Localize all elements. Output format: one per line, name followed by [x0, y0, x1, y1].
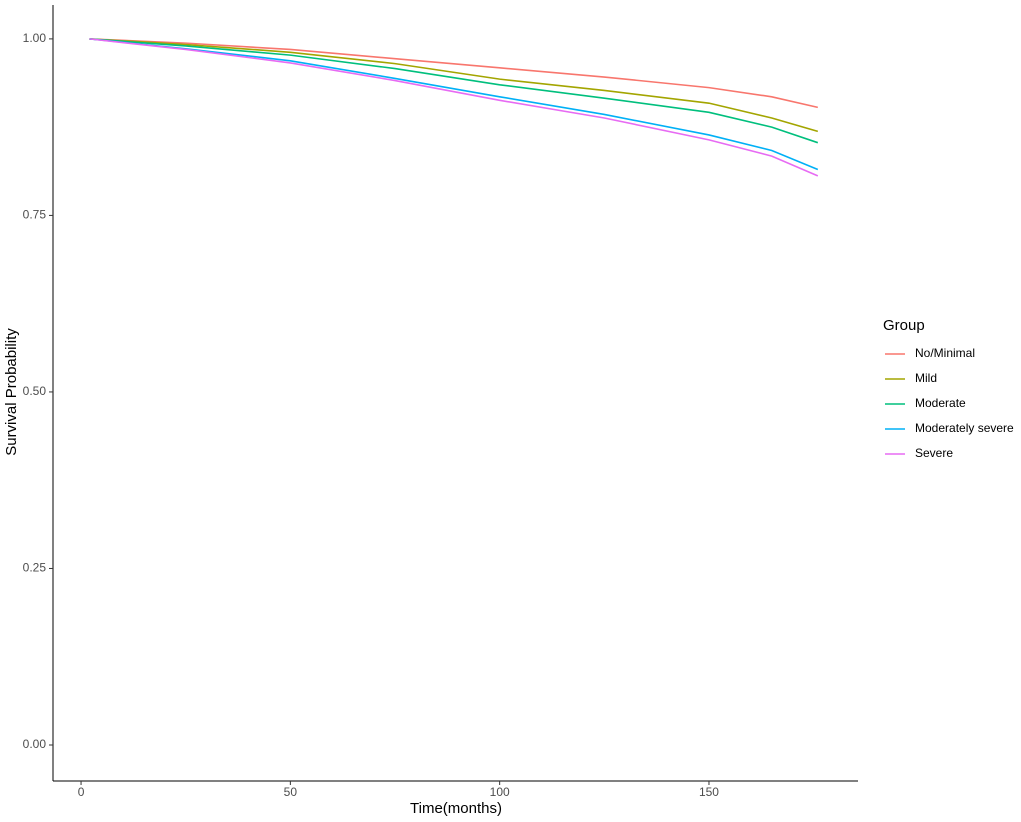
survival-curve	[89, 38, 819, 171]
legend-label: Severe	[915, 446, 953, 460]
y-tick-label: 1.00	[23, 31, 47, 45]
x-tick-label: 150	[699, 785, 719, 799]
legend-label: Moderately severe	[915, 421, 1014, 435]
survival-curve	[89, 38, 819, 144]
survival-curve	[89, 38, 818, 109]
y-tick-label: 0.75	[23, 208, 47, 222]
x-axis-title: Time(months)	[410, 800, 502, 817]
x-tick-label: 100	[490, 785, 510, 799]
y-tick-label: 0.50	[23, 384, 47, 398]
survival-curve	[89, 38, 819, 133]
legend-label: Moderate	[915, 396, 966, 410]
y-axis-title: Survival Probability	[3, 328, 20, 456]
legend-title: Group	[883, 317, 925, 334]
legend-label: No/Minimal	[915, 346, 975, 360]
survival-curve	[89, 38, 819, 177]
x-tick-label: 0	[78, 785, 85, 799]
y-tick-label: 0.25	[23, 561, 47, 575]
y-tick-label: 0.00	[23, 737, 47, 751]
legend-label: Mild	[915, 371, 937, 385]
x-tick-label: 50	[284, 785, 298, 799]
